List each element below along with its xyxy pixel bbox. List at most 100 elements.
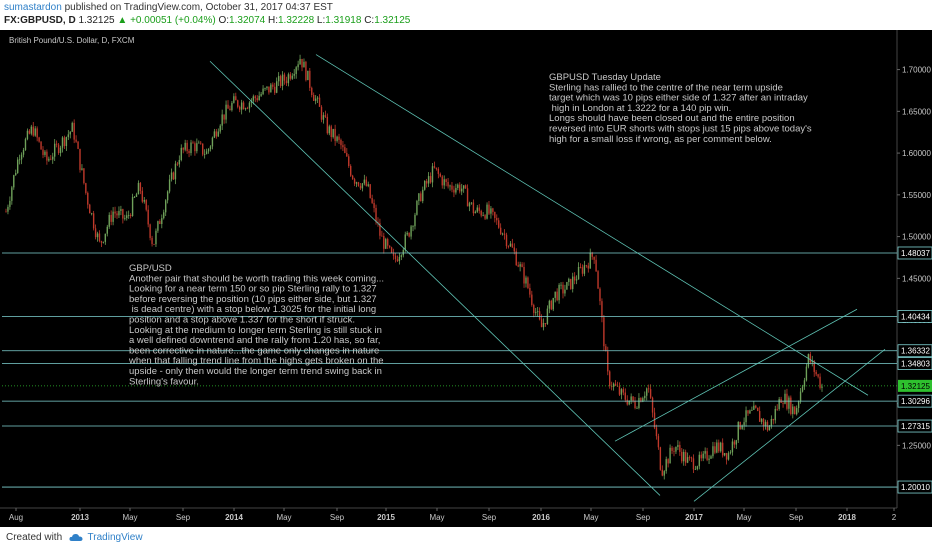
candle-body xyxy=(556,291,558,301)
candle-body xyxy=(59,147,62,154)
candle-body xyxy=(704,451,706,454)
candle-body xyxy=(387,239,389,246)
candle-body xyxy=(583,265,586,274)
candle-body xyxy=(361,183,364,189)
candle-body xyxy=(503,233,506,235)
brand-link[interactable]: TradingView xyxy=(87,532,143,543)
candle-body xyxy=(242,102,245,110)
candle-body xyxy=(692,458,695,470)
candle-body xyxy=(15,172,17,176)
candle-body xyxy=(799,391,802,402)
candle-body xyxy=(67,134,70,138)
candle-body xyxy=(332,128,334,138)
candle-body xyxy=(725,453,728,460)
y-tick-label: 1.25000 xyxy=(902,441,931,450)
candle-body xyxy=(457,184,459,188)
candle-body xyxy=(52,156,54,160)
candle-body xyxy=(517,265,519,267)
candle-body xyxy=(751,409,753,411)
candle-body xyxy=(371,197,373,203)
price-chart[interactable]: 1.70000 1.65000 1.60000 1.55000 1.50000 1.450… xyxy=(0,30,932,527)
candle-body xyxy=(112,211,114,222)
candle-body xyxy=(614,383,617,386)
candle-body xyxy=(196,143,198,152)
candle-body xyxy=(81,168,83,170)
candle-body xyxy=(646,388,648,396)
candle-body xyxy=(416,200,418,215)
candle-body xyxy=(24,139,27,150)
candle-body xyxy=(671,447,673,451)
x-tick-label: May xyxy=(276,513,291,522)
downtrend-channel-upper xyxy=(315,54,869,396)
candle-body xyxy=(443,179,445,186)
candle-body xyxy=(451,185,453,190)
candle-body xyxy=(535,312,537,313)
candle-body xyxy=(718,442,720,452)
candle-body xyxy=(176,163,179,165)
candle-body xyxy=(665,459,667,472)
candle-body xyxy=(630,396,632,401)
candle-body xyxy=(464,185,467,189)
candle-body xyxy=(474,211,477,214)
candle-body xyxy=(350,166,352,176)
candle-body xyxy=(599,288,601,302)
annotation-line: is dead centre) with a stop below 1.3025… xyxy=(129,304,376,315)
candle-body xyxy=(807,354,810,367)
x-tick-label: 2013 xyxy=(71,513,89,522)
candle-body xyxy=(248,102,251,109)
candle-body xyxy=(164,200,167,213)
candle-body xyxy=(737,421,739,441)
candle-body xyxy=(233,96,235,103)
author-link[interactable]: sumastardon xyxy=(4,2,62,13)
candle-body xyxy=(634,401,636,409)
candle-body xyxy=(784,393,786,404)
candle-body xyxy=(326,116,329,134)
candle-body xyxy=(696,466,699,470)
candle-body xyxy=(505,234,508,247)
candle-body xyxy=(398,256,401,262)
candle-body xyxy=(441,176,443,186)
candle-body xyxy=(342,145,344,148)
candle-body xyxy=(562,284,564,294)
candle-body xyxy=(679,445,681,452)
candle-body xyxy=(254,96,256,99)
candle-body xyxy=(408,232,410,237)
candle-body xyxy=(396,259,399,262)
x-tick-label: Sep xyxy=(789,513,804,522)
candle-body xyxy=(573,276,576,281)
level-price-label: 1.40434 xyxy=(901,312,930,321)
level-price-tag xyxy=(897,310,932,323)
annotation-line: a well defined downtrend and the rally f… xyxy=(129,335,380,346)
candle-body xyxy=(772,418,775,421)
candle-body xyxy=(525,277,527,284)
candle-body xyxy=(348,156,350,167)
candle-body xyxy=(309,70,311,88)
candle-body xyxy=(657,436,660,448)
y-tick-label: 1.60000 xyxy=(902,149,931,158)
candle-body xyxy=(18,159,21,161)
candle-body xyxy=(209,146,212,149)
candle-body xyxy=(38,137,40,142)
candle-body xyxy=(340,139,342,146)
footer: Created with TradingView xyxy=(0,527,932,550)
candle-body xyxy=(122,209,124,219)
candle-body xyxy=(346,153,348,157)
candle-body xyxy=(762,418,765,426)
candle-body xyxy=(118,210,120,216)
candle-body xyxy=(651,397,654,413)
candle-body xyxy=(587,265,590,269)
chart-area[interactable]: 1.70000 1.65000 1.60000 1.55000 1.50000 1.450… xyxy=(0,30,932,527)
candle-body xyxy=(455,187,457,193)
candle-body xyxy=(794,406,796,415)
candle-body xyxy=(90,213,93,215)
candle-body xyxy=(490,208,492,214)
level-price-tag xyxy=(897,246,932,260)
candle-body xyxy=(540,319,543,328)
candle-body xyxy=(792,406,794,414)
candle-body xyxy=(400,255,403,257)
created-with: Created with TradingView xyxy=(6,532,143,543)
candle-body xyxy=(459,184,461,192)
candle-body xyxy=(77,141,79,149)
candle-body xyxy=(40,141,42,150)
uptrend-channel-lower xyxy=(693,349,886,502)
